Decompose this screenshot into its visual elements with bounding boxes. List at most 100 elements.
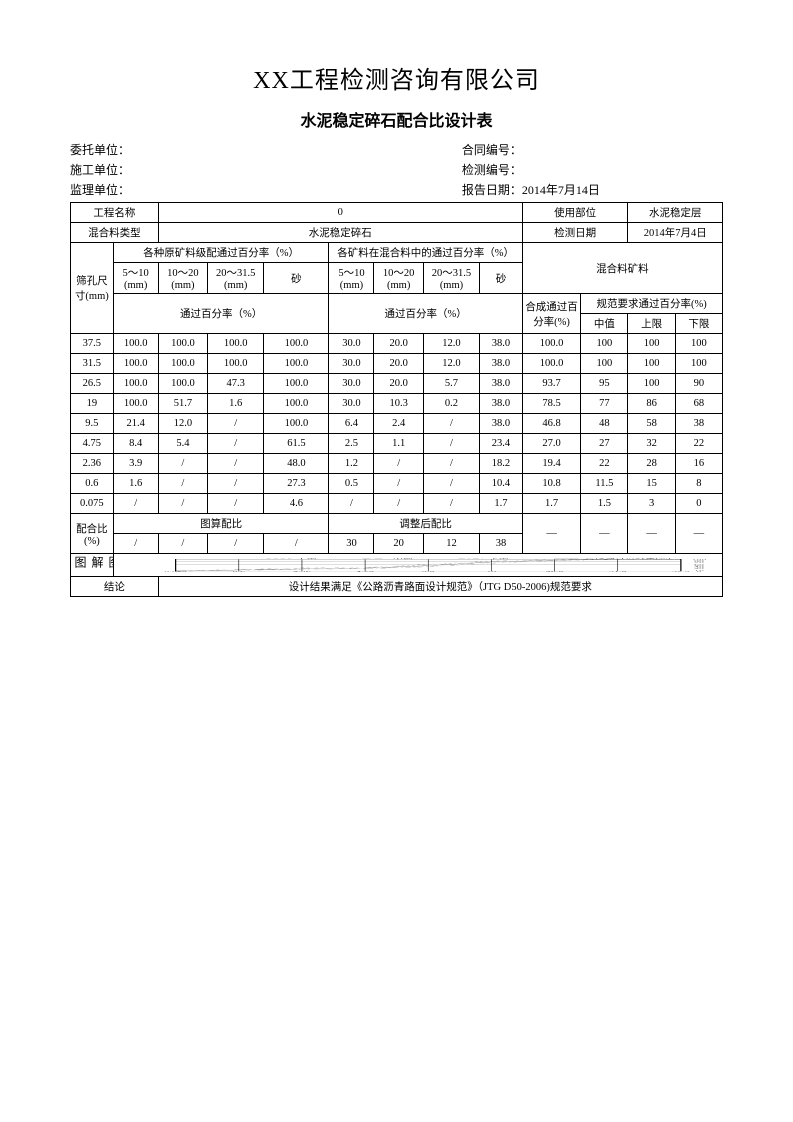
cell-f: 20.0: [374, 374, 423, 394]
svg-text:0.075: 0.075: [164, 571, 187, 572]
svg-text:31.5: 31.5: [609, 571, 627, 572]
svg-text:4.75: 4.75: [356, 571, 374, 572]
cell-s: 9.5: [71, 414, 114, 434]
cell-b: 5.4: [158, 434, 207, 454]
cell-up: 32: [628, 434, 675, 454]
cell-mid: 22: [581, 454, 628, 474]
testdate-value: 2014年7月4日: [628, 223, 723, 243]
cell-f: 20.0: [374, 334, 423, 354]
cell-d: 4.6: [264, 494, 329, 514]
cell-s: 31.5: [71, 354, 114, 374]
up-label: 上限: [628, 314, 675, 334]
col-a: 5～10 (mm): [113, 263, 158, 294]
cell-b: 51.7: [158, 394, 207, 414]
cell-s: 0.6: [71, 474, 114, 494]
cell-d: 61.5: [264, 434, 329, 454]
cell-c: /: [208, 434, 264, 454]
cell-g: /: [423, 494, 479, 514]
supervise-label: 监理单位：: [70, 181, 462, 198]
mid-label: 中值: [581, 314, 628, 334]
cell-d: 100.0: [264, 414, 329, 434]
cell-c: 47.3: [208, 374, 264, 394]
svg-text:20: 20: [694, 568, 705, 569]
cell-a: 100.0: [113, 334, 158, 354]
cell-g: /: [423, 414, 479, 434]
sieve-label: 筛孔尺寸(mm): [71, 243, 114, 334]
cell-comb: 46.8: [522, 414, 580, 434]
cell-up: 100: [628, 334, 675, 354]
cell-a: 3.9: [113, 454, 158, 474]
main-table: 工程名称 0 使用部位 水泥稳定层 混合料类型 水泥稳定碎石 检测日期 2014…: [70, 202, 723, 597]
cell-e: 30.0: [329, 334, 374, 354]
svg-text:40: 40: [694, 566, 705, 567]
cell-s: 2.36: [71, 454, 114, 474]
cell-h: 38.0: [480, 414, 523, 434]
cell-low: 100: [675, 354, 722, 374]
cell-c: 100.0: [208, 354, 264, 374]
cell-s: 37.5: [71, 334, 114, 354]
pass1-label: 通过百分率（%）: [113, 294, 329, 334]
cell-b: 100.0: [158, 374, 207, 394]
cell-comb: 93.7: [522, 374, 580, 394]
ratio-g: 12: [423, 534, 479, 554]
ratio-h: 38: [480, 534, 523, 554]
cell-e: 1.2: [329, 454, 374, 474]
cell-mid: 48: [581, 414, 628, 434]
cell-comb: 19.4: [522, 454, 580, 474]
ratio-dash-3: —: [628, 514, 675, 554]
cell-g: 0.2: [423, 394, 479, 414]
usage-value: 水泥稳定层: [628, 203, 723, 223]
cell-comb: 100.0: [522, 334, 580, 354]
cell-comb: 27.0: [522, 434, 580, 454]
cell-c: 1.6: [208, 394, 264, 414]
cell-d: 100.0: [264, 354, 329, 374]
svg-text:60: 60: [694, 563, 705, 564]
project-value: 0: [158, 203, 522, 223]
cell-a: /: [113, 494, 158, 514]
low-label: 下限: [675, 314, 722, 334]
cell-up: 28: [628, 454, 675, 474]
contract-label: 合同编号：: [462, 141, 723, 158]
report-date: 报告日期：2014年7月14日: [462, 181, 723, 198]
cell-h: 38.0: [480, 394, 523, 414]
col-h: 砂: [480, 263, 523, 294]
spec-label: 规范要求通过百分率(%): [581, 294, 723, 314]
cell-g: /: [423, 474, 479, 494]
cell-low: 68: [675, 394, 722, 414]
cell-d: 48.0: [264, 454, 329, 474]
cell-e: /: [329, 494, 374, 514]
testdate-label: 检测日期: [522, 223, 628, 243]
doc-title: 水泥稳定碎石配合比设计表: [70, 107, 723, 131]
grading-chart: 01020304050607080901000.0750.62.364.759.…: [113, 554, 722, 577]
cell-g: 12.0: [423, 354, 479, 374]
cell-g: /: [423, 454, 479, 474]
cell-a: 100.0: [113, 394, 158, 414]
mixtype-value: 水泥稳定碎石: [158, 223, 522, 243]
cell-c: /: [208, 414, 264, 434]
cell-d: 100.0: [264, 374, 329, 394]
cell-mid: 95: [581, 374, 628, 394]
company-title: XX工程检测咨询有限公司: [70, 60, 723, 95]
cell-a: 21.4: [113, 414, 158, 434]
cell-comb: 100.0: [522, 354, 580, 374]
svg-text:0: 0: [696, 570, 702, 571]
pass2-label: 通过百分率（%）: [329, 294, 522, 334]
cell-up: 100: [628, 374, 675, 394]
svg-text:2.36: 2.36: [293, 571, 311, 572]
cell-d: 100.0: [264, 394, 329, 414]
svg-text:19: 19: [486, 571, 497, 572]
cell-b: 12.0: [158, 414, 207, 434]
entrust-label: 委托单位：: [70, 141, 462, 158]
cell-e: 6.4: [329, 414, 374, 434]
cell-c: /: [208, 494, 264, 514]
cell-low: 0: [675, 494, 722, 514]
cell-b: /: [158, 454, 207, 474]
ratio-dash-4: —: [675, 514, 722, 554]
cell-up: 86: [628, 394, 675, 414]
conclusion-text: 设计结果满足《公路沥青路面设计规范》（JTG D50-2006)规范要求: [158, 577, 722, 597]
ratio-label: 配合比(%): [71, 514, 114, 554]
svg-text:90: 90: [694, 560, 705, 561]
cell-mid: 1.5: [581, 494, 628, 514]
cell-low: 38: [675, 414, 722, 434]
cell-f: /: [374, 454, 423, 474]
